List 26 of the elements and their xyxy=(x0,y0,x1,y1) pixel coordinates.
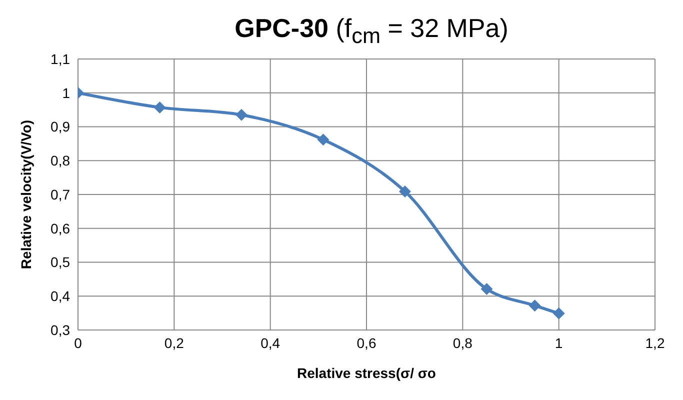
y-axis-title: Relative velocity(V/Vo) xyxy=(18,120,34,270)
y-tick-label: 0,9 xyxy=(50,118,70,135)
y-tick-label: 0,3 xyxy=(50,322,70,338)
x-tick-label: 1 xyxy=(554,334,563,351)
point xyxy=(480,283,493,296)
x-tick-label: 1,2 xyxy=(645,334,665,351)
chart-title: GPC-30 (f$_{cm}$ = 32 MPa) xyxy=(234,13,508,48)
x-tick-label: 0,6 xyxy=(356,334,376,351)
point xyxy=(398,185,411,198)
y-tick-label: 1,1 xyxy=(50,50,70,67)
x-tick-label: 0,2 xyxy=(164,334,184,351)
y-tick-label: 0,7 xyxy=(50,186,70,202)
point xyxy=(528,300,541,312)
x-axis-title: Relative stress(σ/ σo xyxy=(297,365,436,381)
y-tick-label: 0,8 xyxy=(50,152,70,169)
x-tick-label: 0 xyxy=(74,334,82,351)
x-tick-label: 0,8 xyxy=(452,334,473,351)
y-tick-label: 0,6 xyxy=(50,220,70,236)
y-tick-label: 0,5 xyxy=(50,254,70,270)
point xyxy=(552,307,565,320)
point xyxy=(154,101,166,114)
y-tick-label: 1 xyxy=(62,84,70,101)
point xyxy=(317,134,330,146)
point xyxy=(235,108,248,121)
x-tick-label: 0,4 xyxy=(260,334,280,351)
y-tick-label: 0,4 xyxy=(50,288,70,304)
